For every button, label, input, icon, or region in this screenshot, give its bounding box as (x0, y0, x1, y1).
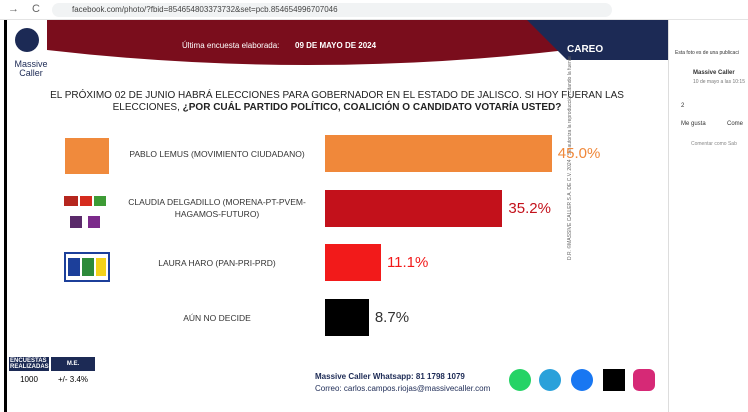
social-icons (509, 369, 659, 393)
category-label: AÚN NO DECIDE (183, 312, 251, 323)
contact-mail: Correo: carlos.campos.riojas@massivecall… (315, 384, 491, 393)
table-header: M.E. (51, 357, 95, 371)
survey-date: 09 DE MAYO DE 2024 (295, 41, 377, 50)
logo-mc (65, 138, 109, 174)
table-cell: 1000 (20, 375, 38, 384)
category-label: CLAUDIA DELGADILLO (MORENA-PT-PVEM-HAGAM… (128, 197, 306, 220)
brand: Massive Caller (14, 59, 48, 78)
chart: PABLO LEMUS (MOVIMIENTO CIUDADANO) 45.0% C… (7, 20, 668, 412)
comment-input[interactable]: Comentar como Sab (691, 141, 737, 147)
bar (325, 299, 369, 337)
logo-pan-pri-prd (64, 252, 110, 282)
question: EL PRÓXIMO 02 DE JUNIO HABRÁ ELECCIONES … (37, 90, 637, 114)
url[interactable]: facebook.com/photo/?fbid=854654803373732… (52, 3, 612, 17)
category-label: PABLO LEMUS (MOVIMIENTO CIUDADANO) (129, 148, 305, 159)
reload-button[interactable]: C (32, 3, 40, 15)
value-label: 45.0% (557, 145, 601, 162)
bar (325, 189, 503, 227)
like-button[interactable]: Me gusta (681, 121, 706, 127)
category-label: LAURA HARO (PAN-PRI-PRD) (158, 257, 276, 268)
contact-whatsapp: Massive Caller Whatsapp: 81 1798 1079 (315, 372, 465, 381)
table-cell: +/- 3.4% (57, 375, 88, 384)
bar (325, 244, 381, 282)
stats-table: ENCUESTAS REALIZADAS M.E. 1000 +/- 3.4% (9, 357, 95, 393)
logo-coalition (64, 196, 110, 236)
question-bold: ¿POR CUÁL PARTIDO POLÍTICO, COALICIÓN O … (182, 102, 562, 113)
bar (325, 135, 552, 172)
reactions[interactable]: 2 (681, 103, 685, 109)
banner-red (47, 20, 567, 65)
value-label: 8.7% (374, 309, 410, 327)
time: 10 de mayo a las 10:15 (693, 79, 745, 85)
banner (15, 20, 668, 65)
survey-label: Última encuesta elaborada: (182, 41, 280, 50)
photo: Massive Caller Última encuesta elaborada… (4, 20, 668, 412)
section: CAREO (567, 44, 604, 55)
table-header: ENCUESTAS REALIZADAS (9, 357, 49, 371)
logo (15, 28, 39, 52)
question-plain: EL PRÓXIMO 02 DE JUNIO HABRÁ ELECCIONES … (50, 90, 624, 113)
browser-bar: → C facebook.com/photo/?fbid=85465480337… (0, 0, 748, 20)
author[interactable]: Massive Caller (693, 70, 735, 76)
sidebar: Esta foto es de una publicaci Massive Ca… (668, 20, 748, 412)
back-button[interactable]: → (8, 3, 19, 15)
value-label: 11.1% (386, 254, 429, 272)
value-label: 35.2% (508, 199, 551, 217)
post-note: Esta foto es de una publicaci (675, 50, 739, 56)
comment-button[interactable]: Come (727, 121, 744, 127)
banner-navy (527, 20, 668, 60)
